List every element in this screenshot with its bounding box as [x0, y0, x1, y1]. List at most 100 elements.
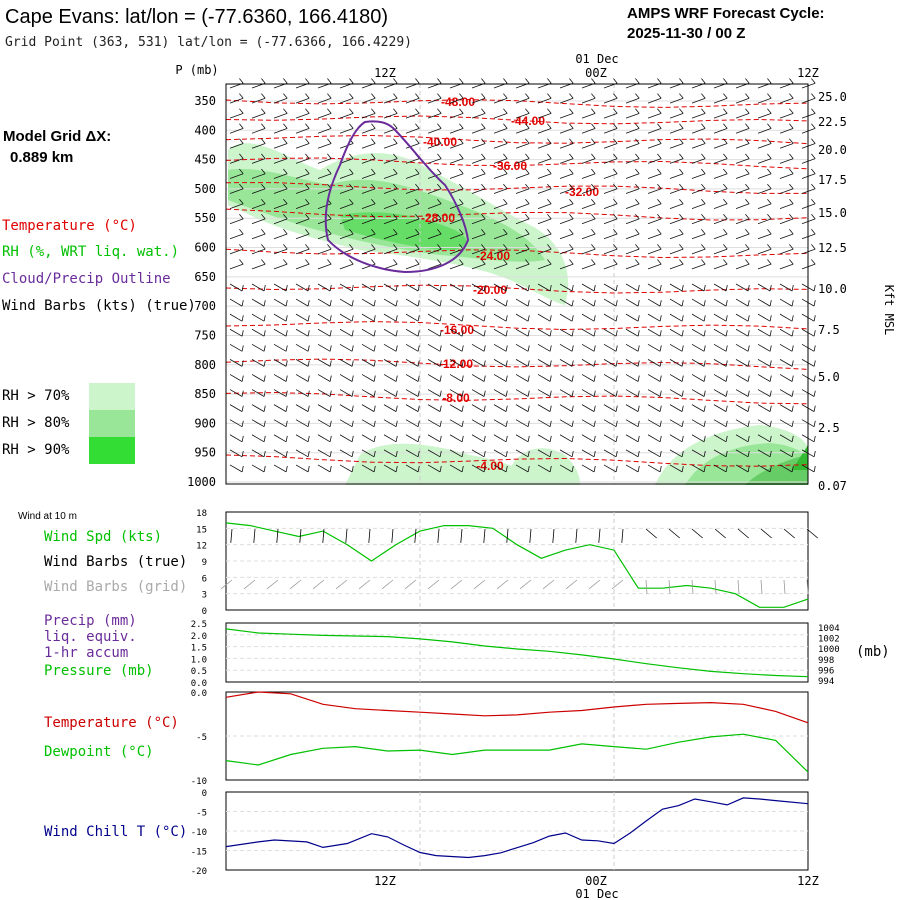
wind-barb [339, 113, 354, 119]
wind-barb [779, 359, 793, 367]
wind-barb [471, 359, 485, 367]
wind-barb [383, 374, 397, 382]
wind-barb-flag [415, 168, 420, 174]
wind-barb-flag [305, 198, 310, 205]
wind-barb-flag [635, 183, 640, 190]
wind-barb [515, 404, 529, 412]
wind-barb [449, 218, 464, 225]
wind-barb [295, 313, 309, 322]
wind-barb [339, 449, 353, 458]
wind-barb-flag [547, 138, 552, 144]
wind-barb [471, 248, 486, 255]
wind-barb [735, 343, 749, 352]
wind-barb [317, 97, 332, 104]
wind-barb-flag [571, 390, 574, 397]
height-tick-label: 0.07 [818, 479, 847, 493]
wind-barb-flag [439, 300, 442, 307]
wind-barb [625, 128, 640, 134]
wind-barb [427, 328, 441, 337]
wind-barb-flag [483, 405, 486, 412]
wind-barb [757, 248, 772, 255]
wind-barb-flag [437, 244, 442, 250]
isotherm-line [225, 99, 809, 108]
wind-barb [647, 283, 661, 292]
wind-barb-flag [241, 315, 244, 322]
wind-barb-flag [351, 450, 354, 457]
wind-barb-flag [371, 213, 376, 220]
wind-barb-flag [371, 123, 376, 129]
wind-barb-flag [527, 390, 530, 397]
wind-barb [735, 419, 749, 428]
wind-barb-flag [393, 153, 398, 159]
wind-barb-flag [767, 108, 772, 114]
wind-barb-flag [635, 108, 640, 114]
wind-barb [559, 173, 574, 179]
wind-barb [735, 203, 750, 209]
wind-barb-flag [571, 300, 574, 307]
wind-barb-flag [439, 285, 442, 292]
panel-tick-label: 0.0 [191, 679, 207, 689]
wind-barb-flag [657, 244, 662, 250]
wind-barb-flag [613, 229, 618, 235]
wind-barb [471, 128, 486, 134]
wind-barb [625, 248, 640, 255]
wind-barb-flag [503, 168, 508, 174]
wind-barb [647, 389, 661, 397]
wind-barb-grid [783, 579, 786, 595]
wind-barb [559, 203, 574, 209]
wind-barb [383, 313, 397, 322]
wind-barb-flag [615, 315, 618, 322]
wind-barb [449, 359, 463, 367]
wind-barb-flag [789, 213, 794, 220]
wind-barb-flag [307, 375, 310, 382]
wind-barb-flag [769, 315, 772, 322]
wind-barb-true [621, 528, 624, 543]
wind-barb [669, 263, 684, 270]
wind-barb [647, 374, 661, 382]
wind-barb [273, 233, 288, 240]
wind-barb-flag [393, 93, 398, 99]
wind-barb [735, 389, 749, 397]
wind-barb [251, 113, 266, 119]
wind-barb [713, 434, 727, 443]
wind-barb-flag [417, 285, 420, 292]
wind-barb-flag [305, 168, 310, 174]
wind-barb-flag [527, 450, 530, 457]
wind-barb-flag [393, 78, 398, 84]
wind-barb [317, 434, 331, 443]
wind-barb-grid [714, 579, 717, 595]
wind-barb-flag [393, 244, 398, 250]
wind-barb-flag [569, 168, 574, 174]
wind-barb [779, 343, 793, 352]
wind-barb-flag [593, 420, 596, 427]
wind-barb-flag [745, 93, 750, 99]
wind-barb-flag [415, 78, 420, 84]
wind-barb [515, 128, 530, 134]
wind-barb [361, 389, 375, 397]
wind-barb-flag [613, 123, 618, 129]
wind-barb [515, 143, 530, 149]
wind-barb [669, 248, 684, 255]
wind-barb-flag [769, 300, 772, 307]
wind-barb-true [645, 528, 657, 539]
wind-barb-flag [505, 315, 508, 322]
wind-barb-flag [437, 183, 442, 190]
wind-barb-flag [591, 123, 596, 129]
wind-barb [295, 218, 310, 225]
wind-barb [625, 374, 639, 382]
wind-barb-flag [261, 229, 266, 235]
wind-barb [691, 248, 706, 255]
wind-barb-flag [461, 375, 464, 382]
wind-barb [537, 188, 552, 194]
wind-barb-flag [723, 138, 728, 144]
legend-wind-barbs-true: Wind Barbs (true) [44, 554, 187, 570]
wind-barb [317, 283, 331, 292]
wind-barb-flag [747, 315, 750, 322]
wind-barb-flag [701, 198, 706, 205]
wind-barb [625, 389, 639, 397]
wind-barb-flag [525, 198, 530, 205]
wind-barb-flag [591, 244, 596, 250]
wind-barb [339, 419, 353, 428]
wind-barb [449, 464, 463, 473]
wind-barb [295, 449, 309, 458]
